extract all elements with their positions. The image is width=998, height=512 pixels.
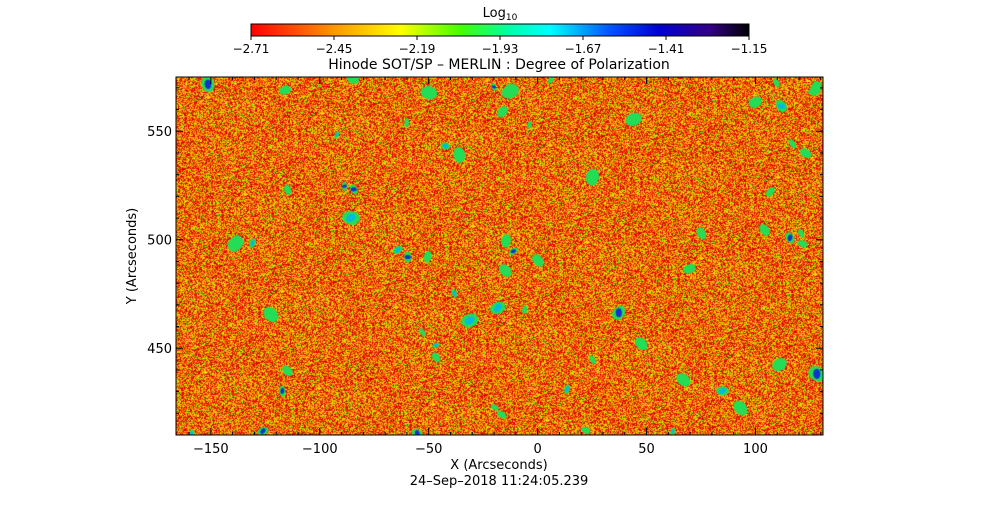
y-tick-label: 500 [147, 234, 172, 249]
heatmap-container [176, 77, 823, 435]
x-tick-label: 0 [533, 442, 541, 457]
x-tick-label: 50 [638, 442, 655, 457]
colorbar-label: Log10 [483, 6, 518, 23]
x-axis-label: X (Arcseconds) [450, 458, 547, 473]
colorbar-tick-label: −2.19 [399, 42, 436, 56]
x-tick-label: 100 [743, 442, 768, 457]
y-tick-label: 450 [147, 342, 172, 357]
x-tick-label: −100 [302, 442, 338, 457]
colorbar-ticks: −2.71 −2.45 −2.19 −1.93 −1.67 −1.41 −1.15 [233, 36, 768, 56]
y-tick-label: 550 [147, 125, 172, 140]
plot-frame [175, 76, 824, 436]
colorbar-tick-label: −1.67 [565, 42, 602, 56]
heatmap-image [176, 77, 823, 435]
chart-title: Hinode SOT/SP – MERLIN : Degree of Polar… [328, 57, 670, 73]
x-tick-label: −50 [415, 442, 442, 457]
timestamp: 24–Sep–2018 11:24:05.239 [410, 474, 589, 489]
colorbar-tick-label: −1.93 [482, 42, 519, 56]
y-axis: 450 500 550 [147, 87, 823, 414]
colorbar-label-subscript: 10 [506, 13, 518, 23]
colorbar-tick-label: −2.71 [233, 42, 270, 56]
y-axis-label: Y (Arcseconds) [125, 208, 140, 305]
colorbar-tick-label: −1.41 [648, 42, 685, 56]
colorbar [250, 23, 750, 37]
colorbar-tick-label: −1.15 [731, 42, 768, 56]
x-axis: −150 −100 −50 0 50 100 [188, 77, 822, 457]
colorbar-tick-label: −2.45 [316, 42, 353, 56]
x-tick-label: −150 [193, 442, 229, 457]
